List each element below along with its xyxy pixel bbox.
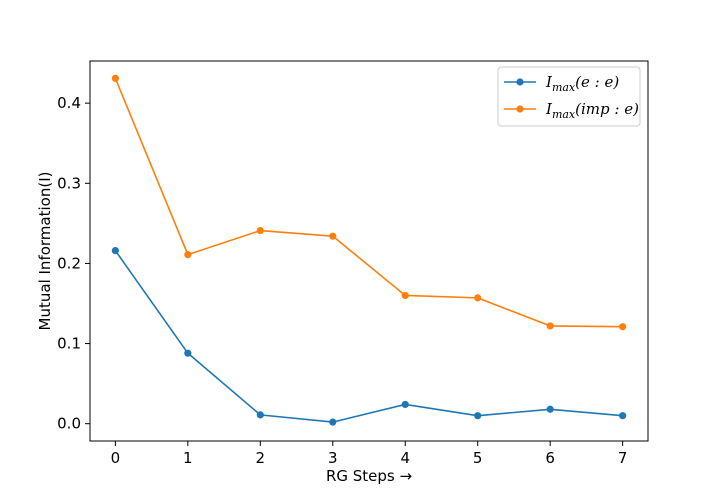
x-tick-label: 3 bbox=[328, 449, 338, 467]
series-1-point bbox=[256, 226, 264, 235]
legend-swatch-marker bbox=[516, 105, 524, 113]
series-0-point bbox=[474, 412, 482, 420]
legend-entry-main: I bbox=[545, 100, 553, 118]
series-1-point bbox=[329, 232, 337, 240]
series-1-point bbox=[546, 322, 554, 330]
x-axis-title: RG Steps → bbox=[326, 467, 412, 485]
x-tick-label: 5 bbox=[473, 449, 483, 467]
series-1-line bbox=[114, 78, 623, 328]
y-tick-label: 0.3 bbox=[57, 174, 81, 192]
series-1-point bbox=[184, 251, 192, 259]
legend-entry-label: Imax(e : e) bbox=[545, 73, 619, 94]
y-tick-label: 0.2 bbox=[57, 254, 81, 272]
series-0-point bbox=[401, 400, 409, 409]
legend-entry-subscript: max bbox=[552, 108, 576, 121]
series-0-point bbox=[256, 411, 264, 419]
series-1-point bbox=[474, 294, 482, 302]
y-axis-title: Mutual Information(I) bbox=[36, 172, 54, 331]
x-tick-label: 6 bbox=[545, 449, 555, 467]
series-1-point bbox=[111, 74, 119, 82]
plot-frame bbox=[89, 60, 649, 442]
series-0-point bbox=[184, 349, 192, 357]
series-0-point bbox=[546, 405, 554, 413]
y-tick-label: 0.1 bbox=[57, 335, 81, 353]
legend-swatch-marker bbox=[516, 78, 524, 86]
y-tick-label: 0.4 bbox=[57, 94, 81, 112]
x-tick-label: 7 bbox=[618, 449, 628, 467]
x-tick-label: 2 bbox=[256, 449, 266, 467]
legend-entry-label: Imax(imp : e) bbox=[545, 100, 639, 121]
legend: Imax(e : e)Imax(imp : e) bbox=[497, 66, 641, 127]
series-0-point bbox=[619, 412, 627, 420]
x-tick-label: 0 bbox=[111, 449, 121, 467]
series-0-line bbox=[114, 250, 623, 423]
legend-entry-argument: (e : e) bbox=[575, 73, 619, 91]
series-1-point bbox=[401, 291, 409, 300]
series-1-point bbox=[619, 323, 627, 331]
legend-entry-subscript: max bbox=[552, 81, 576, 94]
y-tick-label: 0.0 bbox=[57, 415, 81, 433]
legend-entry-main: I bbox=[545, 73, 553, 91]
x-tick-label: 1 bbox=[183, 449, 193, 467]
series-0-point bbox=[329, 418, 337, 426]
series-0-point bbox=[111, 246, 119, 255]
legend-entry-argument: (imp : e) bbox=[575, 100, 639, 118]
x-tick-label: 4 bbox=[400, 449, 410, 467]
